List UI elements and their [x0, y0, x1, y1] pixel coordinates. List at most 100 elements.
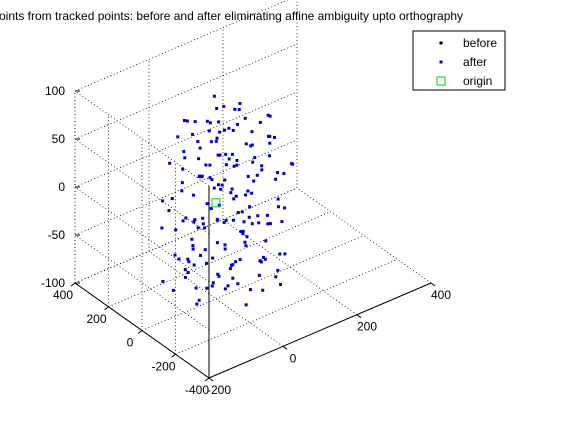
- data-point: [161, 279, 165, 283]
- data-point: [244, 193, 248, 197]
- data-point: [245, 235, 249, 239]
- legend-item-after: after: [439, 55, 487, 69]
- data-point: [216, 153, 220, 157]
- data-point: [250, 191, 254, 195]
- data-point: [268, 114, 272, 118]
- data-point: [181, 219, 185, 223]
- data-point: [257, 273, 261, 277]
- data-point: [223, 178, 227, 182]
- legend[interactable]: before after origin: [412, 30, 506, 91]
- data-point: [190, 237, 194, 241]
- data-point: [203, 248, 207, 252]
- data-point: [177, 257, 181, 261]
- data-point: [217, 274, 221, 278]
- legend-item-origin: origin: [436, 74, 492, 88]
- z-tick-label: 100: [45, 84, 65, 98]
- data-point: [223, 247, 227, 251]
- x-axis-line: [208, 282, 432, 379]
- data-point: [268, 222, 272, 226]
- data-point: [239, 229, 243, 233]
- data-point: [208, 121, 212, 125]
- data-point: [236, 211, 240, 215]
- data-point: [238, 101, 242, 105]
- data-point: [230, 152, 234, 156]
- data-points: [160, 94, 295, 307]
- x-tick-label: 400: [431, 288, 451, 302]
- data-point: [227, 126, 231, 130]
- data-point: [236, 282, 240, 286]
- data-point: [205, 202, 209, 206]
- data-point: [260, 168, 264, 172]
- data-point: [234, 194, 238, 198]
- data-point: [196, 226, 200, 230]
- data-point: [218, 130, 222, 134]
- data-point: [197, 298, 201, 302]
- data-point: [193, 218, 197, 222]
- data-point: [237, 107, 241, 111]
- data-point: [208, 176, 212, 180]
- series-origin: [211, 198, 221, 208]
- data-point: [276, 171, 279, 175]
- z-tick-label: 50: [52, 132, 66, 146]
- data-point: [191, 247, 195, 251]
- data-point: [268, 141, 272, 145]
- origin-marker: [211, 198, 221, 208]
- data-point: [216, 272, 220, 276]
- y-tick-mark: [171, 353, 176, 358]
- legend-item-before: before: [439, 36, 497, 50]
- data-point: [216, 183, 220, 187]
- data-point: [232, 197, 236, 201]
- data-point: [261, 288, 265, 292]
- data-point: [226, 284, 230, 288]
- data-point: [264, 239, 268, 243]
- data-point: [231, 218, 235, 222]
- data-point: [184, 216, 188, 220]
- data-point: [201, 222, 205, 226]
- data-point: [224, 163, 228, 167]
- data-point: [215, 136, 219, 140]
- data-point: [170, 197, 174, 201]
- data-point: [277, 205, 281, 209]
- data-point: [244, 303, 248, 307]
- legend-marker: [439, 60, 443, 64]
- data-point: [197, 175, 201, 179]
- data-point: [192, 263, 196, 267]
- gridline: [74, 90, 210, 187]
- data-point: [183, 275, 187, 279]
- z-tick-label: -50: [48, 228, 66, 242]
- data-point: [196, 140, 200, 144]
- data-point: [176, 135, 180, 139]
- data-point: [219, 187, 223, 191]
- data-point: [223, 287, 227, 291]
- data-point: [241, 232, 245, 236]
- data-point: [205, 119, 209, 123]
- data-point: [280, 220, 284, 224]
- data-point: [222, 128, 226, 132]
- data-point: [212, 186, 216, 190]
- y-tick-label: -400: [185, 383, 209, 397]
- data-point: [194, 286, 198, 290]
- data-point: [276, 197, 280, 201]
- data-point: [203, 226, 207, 230]
- data-point: [253, 156, 257, 160]
- data-point: [257, 221, 261, 225]
- data-point: [223, 243, 227, 247]
- data-point: [274, 275, 278, 279]
- x-tick-label: -200: [207, 383, 231, 397]
- gridline: [141, 235, 365, 331]
- data-point: [212, 94, 216, 98]
- data-point: [193, 120, 197, 124]
- data-point: [255, 173, 259, 177]
- data-point: [191, 193, 195, 197]
- data-point: [283, 252, 287, 256]
- data-point: [224, 152, 228, 156]
- data-point: [222, 104, 226, 108]
- data-point: [205, 261, 208, 265]
- data-point: [243, 116, 247, 120]
- legend-label: origin: [463, 74, 492, 88]
- x-tick-label: 200: [357, 320, 377, 334]
- data-point: [161, 199, 165, 203]
